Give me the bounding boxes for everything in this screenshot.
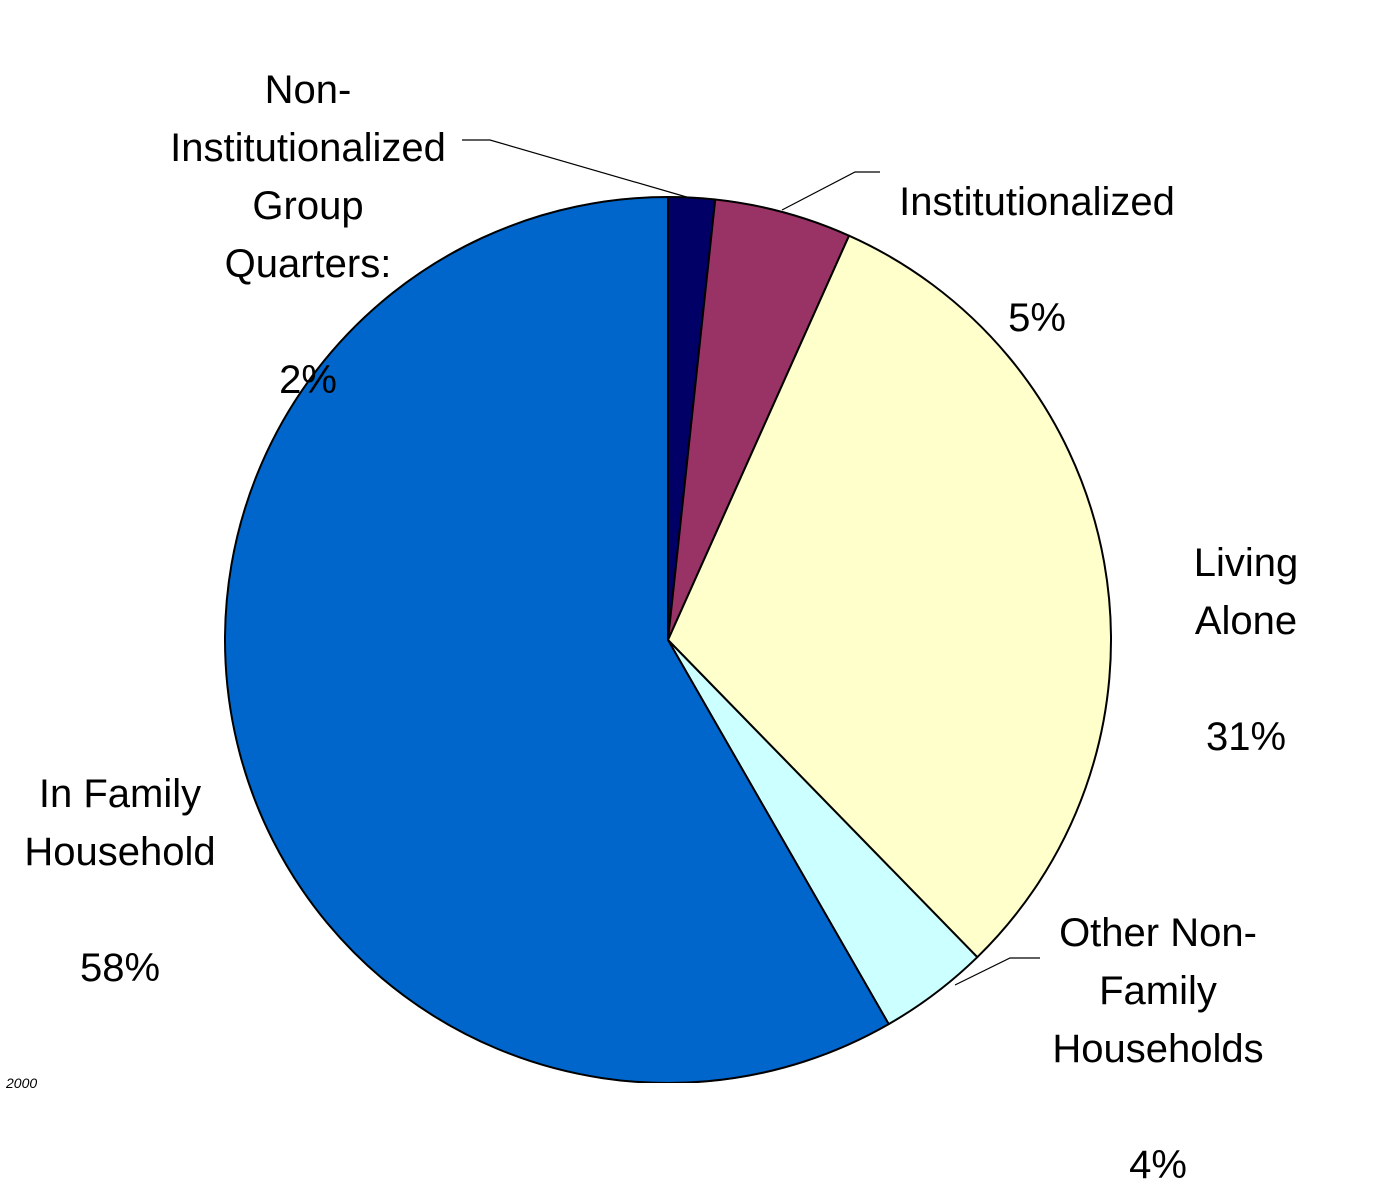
slice-label-other-non-family: Other Non- Family Households 4% [1052,846,1263,1194]
slice-name: Other Non- Family Households [1052,911,1264,1071]
slice-percent: 2% [279,358,337,402]
slice-name: Living Alone [1193,541,1299,643]
slice-label-in-family: In Family Household 58% [24,707,215,997]
slice-percent: 58% [79,946,161,990]
slice-label-institutionalized: Institutionalized 5% [899,115,1175,347]
slice-percent: 31% [1205,715,1287,759]
pie-chart [224,139,1112,1083]
leader-line-non-institutionalized [462,139,691,199]
leader-line-institutionalized [781,171,880,211]
slice-name: Non- Institutionalized Group Quarters: [170,68,446,286]
slice-name: In Family Household [24,772,216,874]
slice-name: Institutionalized [899,180,1175,224]
slice-label-living-alone: Living Alone 31% [1181,476,1311,766]
slice-label-non-institutionalized: Non- Institutionalized Group Quarters: 2… [170,3,446,409]
leader-line-other-non-family [954,957,1040,986]
pie-slice-living-alone [667,234,1112,959]
pie-slices [224,195,1112,1083]
slice-percent: 4% [1129,1143,1187,1187]
slice-percent: 5% [1008,296,1066,340]
footnote: 2000 [6,1075,38,1091]
leader-lines [462,139,1040,986]
